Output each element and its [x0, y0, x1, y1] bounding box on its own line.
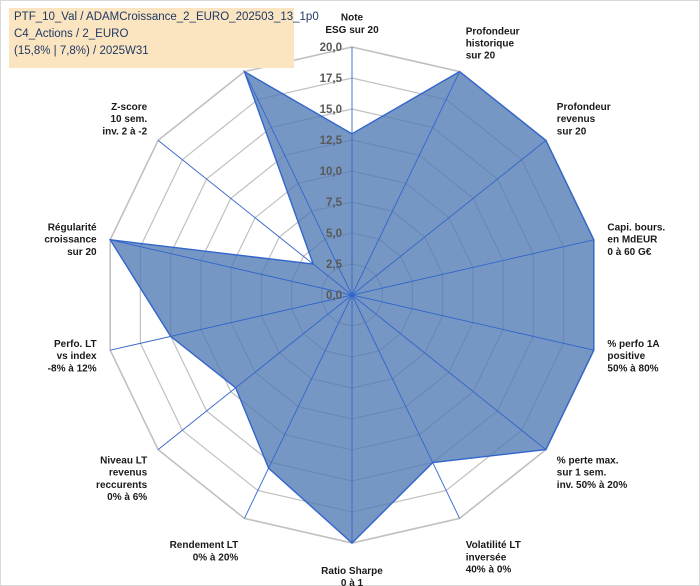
axis-spoke — [243, 71, 353, 296]
axis-label: Profondeur historique sur 20 — [466, 26, 520, 61]
axis-spoke — [157, 140, 353, 296]
axis-label: Ratio Sharpe 0 à 1 — [321, 566, 383, 586]
axis-spoke — [243, 294, 353, 519]
tick-label: 0,0 — [326, 290, 342, 302]
axis-label: Régularité croissance sur 20 — [44, 222, 97, 257]
axis-label: Z-score 10 sem. inv. 2 à -2 — [102, 102, 147, 137]
axis-spoke — [351, 294, 594, 351]
axis-label: Niveau LT revenus reccurents 0% à 6% — [96, 455, 148, 503]
tick-label: 10,0 — [320, 166, 342, 178]
axis-label: Rendement LT 0% à 20% — [170, 540, 239, 563]
axis-label: Perfo. LT vs index -8% à 12% — [48, 339, 97, 374]
title-line-3: (15,8% | 7,8%) / 2025W31 — [14, 45, 149, 57]
axis-spoke — [351, 71, 461, 296]
axis-spoke — [157, 294, 353, 450]
title-line-1: PTF_10_Val / ADAMCroissance_2_EURO_20250… — [14, 11, 319, 23]
axis-spoke — [351, 239, 594, 296]
axis-label: Volatilité LT inversée 40% à 0% — [466, 540, 521, 575]
axis-spoke — [110, 294, 353, 351]
tick-label: 7,5 — [326, 197, 343, 209]
radar-spokes — [110, 47, 594, 543]
axis-label: Capi. bours. en MdEUR 0 à 60 G€ — [607, 222, 665, 257]
axis-spoke — [351, 294, 547, 450]
axis-label: % perte max. sur 1 sem. inv. 50% à 20% — [557, 455, 628, 490]
axis-label: % perfo 1A positive 50% à 80% — [607, 339, 659, 374]
axis-spoke — [110, 239, 353, 296]
title-line-2: C4_Actions / 2_EURO — [14, 28, 129, 40]
tick-label: 15,0 — [320, 104, 342, 116]
chart-title-box: PTF_10_Val / ADAMCroissance_2_EURO_20250… — [9, 8, 319, 68]
radar-tick-labels: 0,0 2,5 5,0 7,5 10,0 12,5 15,0 17,5 20,0 — [320, 42, 343, 302]
tick-label: 2,5 — [326, 259, 343, 271]
axis-label: Note ESG sur 20 — [325, 13, 379, 36]
tick-label: 5,0 — [326, 228, 342, 240]
tick-label: 20,0 — [320, 42, 342, 54]
axis-label: Profondeur revenus sur 20 — [557, 102, 611, 137]
tick-label: 12,5 — [320, 135, 343, 147]
axis-spoke — [351, 140, 547, 296]
axis-spoke — [351, 294, 461, 519]
tick-label: 17,5 — [320, 73, 343, 85]
